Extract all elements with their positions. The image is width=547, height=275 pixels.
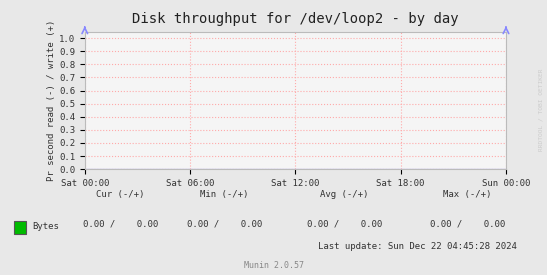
Text: RRDTOOL / TOBI OETIKER: RRDTOOL / TOBI OETIKER xyxy=(538,69,543,151)
Text: Cur (-/+): Cur (-/+) xyxy=(96,190,144,199)
Text: 0.00 /    0.00: 0.00 / 0.00 xyxy=(307,220,382,229)
Text: Avg (-/+): Avg (-/+) xyxy=(321,190,369,199)
Title: Disk throughput for /dev/loop2 - by day: Disk throughput for /dev/loop2 - by day xyxy=(132,12,459,26)
Text: Last update: Sun Dec 22 04:45:28 2024: Last update: Sun Dec 22 04:45:28 2024 xyxy=(318,242,517,251)
Text: Min (-/+): Min (-/+) xyxy=(200,190,248,199)
Text: 0.00 /    0.00: 0.00 / 0.00 xyxy=(83,220,158,229)
Text: Munin 2.0.57: Munin 2.0.57 xyxy=(243,261,304,270)
Text: Bytes: Bytes xyxy=(32,222,59,231)
Y-axis label: Pr second read (-) / write (+): Pr second read (-) / write (+) xyxy=(47,20,56,181)
Text: Max (-/+): Max (-/+) xyxy=(444,190,492,199)
Text: 0.00 /    0.00: 0.00 / 0.00 xyxy=(187,220,262,229)
Text: 0.00 /    0.00: 0.00 / 0.00 xyxy=(430,220,505,229)
